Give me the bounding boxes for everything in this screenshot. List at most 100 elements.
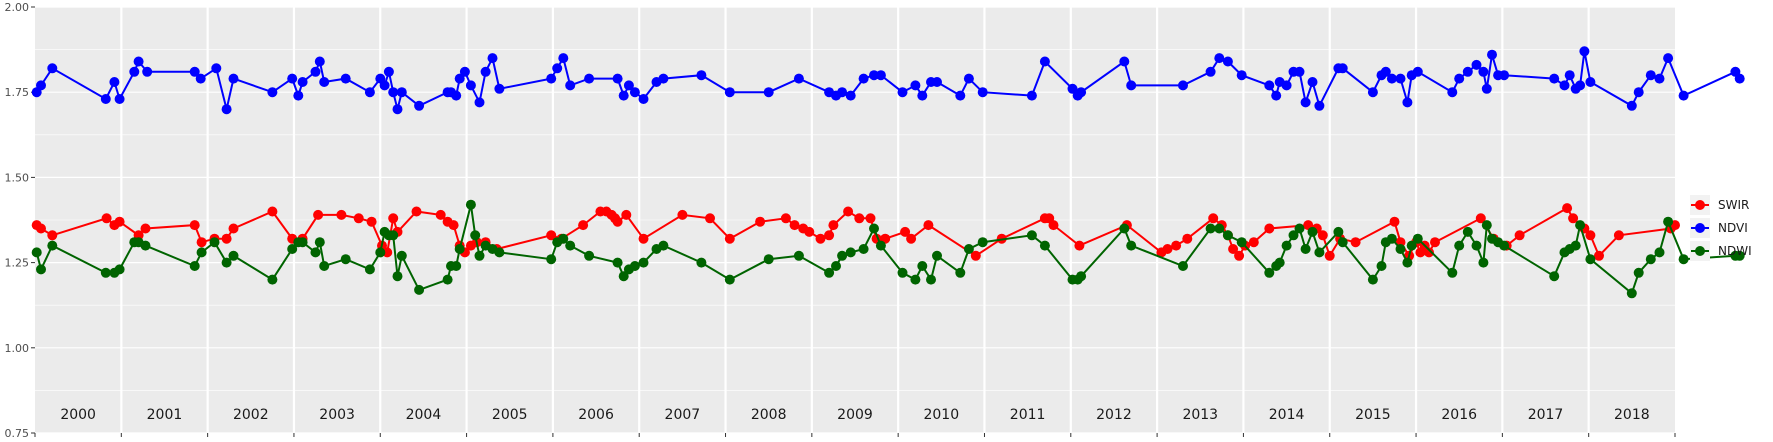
- data-point: [677, 209, 688, 220]
- data-point: [451, 90, 462, 101]
- data-point: [1294, 223, 1305, 234]
- data-point: [1208, 213, 1219, 224]
- data-point: [1626, 288, 1637, 299]
- data-point: [480, 66, 491, 77]
- data-point: [1626, 100, 1637, 111]
- data-point: [221, 257, 232, 268]
- data-point: [228, 73, 239, 84]
- data-point: [133, 56, 144, 67]
- data-point: [388, 87, 399, 98]
- data-point: [297, 77, 308, 87]
- data-point: [487, 53, 498, 64]
- data-point: [910, 80, 921, 91]
- data-point: [47, 230, 58, 241]
- year-labels: 2000 2001 2002 2003 2004 2005 2006 2007 2008 2009…: [60, 407, 1649, 423]
- data-point: [977, 237, 988, 248]
- data-point: [755, 216, 766, 227]
- data-point: [31, 247, 42, 258]
- data-point: [629, 261, 640, 271]
- data-point: [1214, 223, 1225, 234]
- year-label: 2000: [60, 407, 96, 423]
- data-point: [1663, 53, 1674, 64]
- data-point: [454, 244, 465, 254]
- data-point: [1236, 237, 1247, 248]
- data-point: [1395, 73, 1406, 84]
- data-point: [287, 73, 298, 84]
- data-point: [1481, 220, 1492, 231]
- data-point: [1412, 233, 1423, 244]
- data-point: [1048, 220, 1059, 231]
- data-point: [211, 63, 222, 74]
- year-label: 2002: [233, 407, 269, 423]
- data-point: [1039, 56, 1050, 67]
- data-point: [623, 80, 634, 91]
- data-point: [1412, 66, 1423, 77]
- data-point: [724, 87, 735, 98]
- data-point: [963, 73, 974, 84]
- data-point: [392, 104, 403, 115]
- year-label: 2009: [837, 407, 873, 423]
- data-point: [1222, 230, 1233, 241]
- legend-key-point: [1695, 200, 1705, 210]
- data-point: [1564, 70, 1575, 81]
- data-point: [1119, 223, 1130, 234]
- legend-label: NDVI: [1718, 221, 1748, 235]
- data-point: [451, 261, 462, 271]
- year-label: 2015: [1355, 407, 1391, 423]
- data-point: [129, 66, 140, 77]
- data-point: [1594, 250, 1604, 261]
- data-point: [875, 240, 886, 251]
- data-point: [696, 257, 707, 268]
- data-point: [1430, 237, 1440, 248]
- data-point: [875, 70, 886, 81]
- data-point: [414, 100, 425, 111]
- y-tick-label: 2.00: [5, 1, 30, 14]
- data-point: [724, 233, 735, 244]
- legend-key-point: [1695, 223, 1705, 233]
- data-point: [366, 216, 377, 227]
- data-point: [383, 66, 394, 77]
- data-point: [824, 230, 835, 241]
- data-point: [1447, 267, 1458, 278]
- data-point: [267, 206, 278, 217]
- data-point: [474, 97, 485, 108]
- data-point: [1499, 240, 1510, 251]
- data-point: [1613, 230, 1624, 241]
- data-point: [612, 257, 623, 268]
- data-point: [1424, 247, 1434, 258]
- data-point: [900, 226, 911, 237]
- data-point: [917, 90, 928, 101]
- data-point: [1126, 80, 1137, 91]
- data-point: [1288, 230, 1299, 241]
- data-point: [804, 226, 815, 237]
- data-point: [379, 80, 390, 91]
- data-point: [1562, 203, 1573, 214]
- grid-lines: [35, 6, 1675, 434]
- data-point: [114, 94, 125, 104]
- data-point: [1481, 83, 1492, 94]
- data-point: [454, 73, 465, 84]
- data-point: [558, 233, 569, 244]
- data-point: [923, 220, 934, 231]
- data-point: [789, 220, 800, 231]
- year-label: 2011: [1010, 407, 1046, 423]
- data-point: [1734, 250, 1745, 261]
- data-point: [1314, 247, 1325, 258]
- data-point: [638, 94, 649, 104]
- data-point: [293, 90, 304, 101]
- data-point: [140, 223, 151, 234]
- year-label: 2004: [406, 407, 442, 423]
- data-point: [1281, 80, 1292, 91]
- data-point: [1222, 56, 1233, 67]
- data-point: [195, 73, 206, 84]
- data-point: [392, 271, 403, 282]
- year-label: 2017: [1528, 407, 1564, 423]
- data-point: [196, 247, 207, 258]
- data-point: [1307, 77, 1318, 87]
- data-point: [474, 250, 485, 261]
- data-point: [297, 237, 308, 248]
- data-point: [843, 206, 854, 217]
- data-point: [1471, 59, 1482, 70]
- data-point: [109, 77, 120, 87]
- data-point: [638, 257, 649, 268]
